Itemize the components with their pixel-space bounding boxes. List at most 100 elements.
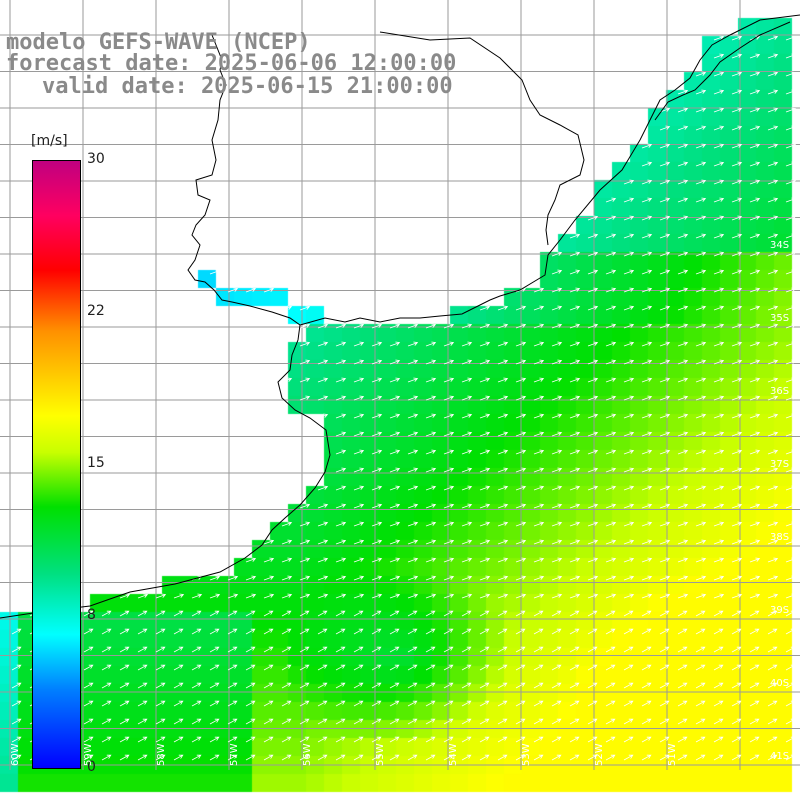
wind-arrow bbox=[101, 646, 112, 653]
wind-arrow bbox=[11, 718, 22, 725]
wind-arrow bbox=[623, 287, 635, 293]
wind-arrow bbox=[659, 395, 671, 401]
wind-arrow bbox=[389, 395, 401, 401]
wind-arrow bbox=[713, 215, 725, 221]
wind-arrow bbox=[695, 449, 707, 455]
wind-arrow bbox=[731, 413, 743, 419]
wind-arrow bbox=[695, 503, 707, 509]
wind-arrow bbox=[533, 431, 545, 437]
wind-arrow bbox=[443, 610, 454, 617]
wind-arrow bbox=[461, 628, 472, 635]
wind-arrow bbox=[263, 682, 274, 689]
wind-arrow bbox=[731, 215, 743, 221]
wind-arrow bbox=[317, 718, 328, 725]
wind-arrow bbox=[587, 341, 599, 347]
wind-arrow bbox=[209, 754, 220, 761]
wind-arrow bbox=[425, 341, 437, 347]
wind-arrow bbox=[551, 682, 562, 689]
wind-arrow bbox=[767, 610, 778, 617]
wind-arrow bbox=[767, 736, 778, 743]
wind-arrow bbox=[713, 269, 725, 275]
wind-arrow bbox=[749, 664, 760, 671]
wind-arrow bbox=[353, 700, 364, 707]
wind-arrow bbox=[785, 305, 797, 311]
wind-arrow bbox=[767, 89, 779, 95]
wind-arrow bbox=[227, 287, 239, 293]
wind-arrow bbox=[173, 610, 184, 617]
wind-arrow bbox=[623, 449, 635, 455]
wind-arrow bbox=[749, 628, 760, 635]
wind-arrow bbox=[227, 575, 239, 581]
wind-arrow bbox=[281, 700, 292, 707]
wind-arrow bbox=[425, 557, 437, 563]
wind-arrow bbox=[497, 341, 509, 347]
wind-arrow bbox=[353, 539, 365, 545]
wind-arrow bbox=[731, 395, 743, 401]
wind-arrow bbox=[569, 628, 580, 635]
wind-arrow bbox=[119, 736, 130, 743]
wind-arrow bbox=[623, 395, 635, 401]
wind-arrow bbox=[317, 413, 329, 419]
wind-arrow bbox=[731, 359, 743, 365]
wind-arrow bbox=[263, 287, 275, 293]
wind-arrow bbox=[497, 557, 509, 563]
wind-arrow bbox=[533, 646, 544, 653]
wind-arrow bbox=[641, 682, 652, 689]
wind-arrow bbox=[191, 628, 202, 635]
wind-arrow bbox=[317, 754, 328, 761]
coastline bbox=[0, 34, 331, 619]
wind-arrow bbox=[551, 700, 562, 707]
wind-arrow bbox=[587, 233, 599, 239]
wind-arrow bbox=[353, 395, 365, 401]
lon-label: 54W bbox=[448, 743, 459, 766]
wind-arrow bbox=[461, 485, 473, 491]
wind-arrow bbox=[677, 718, 688, 725]
wind-arrow bbox=[299, 718, 310, 725]
wind-arrow bbox=[569, 377, 581, 383]
wind-arrow bbox=[461, 664, 472, 671]
wind-arrow bbox=[749, 503, 761, 509]
wind-arrow bbox=[641, 395, 653, 401]
wind-arrow bbox=[605, 485, 617, 491]
wind-arrow bbox=[299, 754, 310, 761]
wind-arrow bbox=[677, 395, 689, 401]
wind-arrow bbox=[695, 287, 707, 293]
wind-arrow bbox=[299, 521, 311, 527]
wind-arrow bbox=[785, 664, 796, 671]
wind-arrow bbox=[371, 575, 383, 581]
wind-arrow bbox=[641, 485, 653, 491]
wind-arrow bbox=[371, 718, 382, 725]
wind-arrow bbox=[623, 664, 634, 671]
wind-arrow bbox=[335, 341, 347, 347]
wind-arrow bbox=[767, 233, 779, 239]
wind-arrow bbox=[785, 503, 797, 509]
wind-arrow bbox=[641, 754, 652, 761]
wind-arrow bbox=[425, 395, 437, 401]
wind-arrow bbox=[713, 161, 725, 167]
wind-arrow bbox=[623, 323, 635, 329]
wind-arrow bbox=[749, 485, 761, 491]
wind-arrow bbox=[443, 323, 455, 329]
wind-arrow bbox=[317, 646, 328, 653]
coastline-east bbox=[299, 14, 800, 326]
wind-arrow bbox=[641, 269, 653, 275]
wind-arrow bbox=[641, 593, 653, 599]
wind-arrow bbox=[587, 754, 598, 761]
wind-arrow bbox=[677, 323, 689, 329]
wind-arrow bbox=[83, 754, 94, 761]
wind-arrow bbox=[317, 323, 329, 329]
wind-arrow bbox=[299, 682, 310, 689]
wind-arrow bbox=[749, 646, 760, 653]
wind-arrow bbox=[695, 377, 707, 383]
wind-arrow bbox=[659, 485, 671, 491]
wind-arrow bbox=[623, 700, 634, 707]
wind-arrow bbox=[749, 539, 761, 545]
wind-arrow bbox=[677, 125, 689, 131]
wind-arrow bbox=[605, 718, 616, 725]
wind-arrow bbox=[497, 664, 508, 671]
wind-arrow bbox=[137, 646, 148, 653]
wind-arrow bbox=[605, 593, 617, 599]
wind-arrow bbox=[191, 718, 202, 725]
wind-arrow bbox=[695, 628, 706, 635]
